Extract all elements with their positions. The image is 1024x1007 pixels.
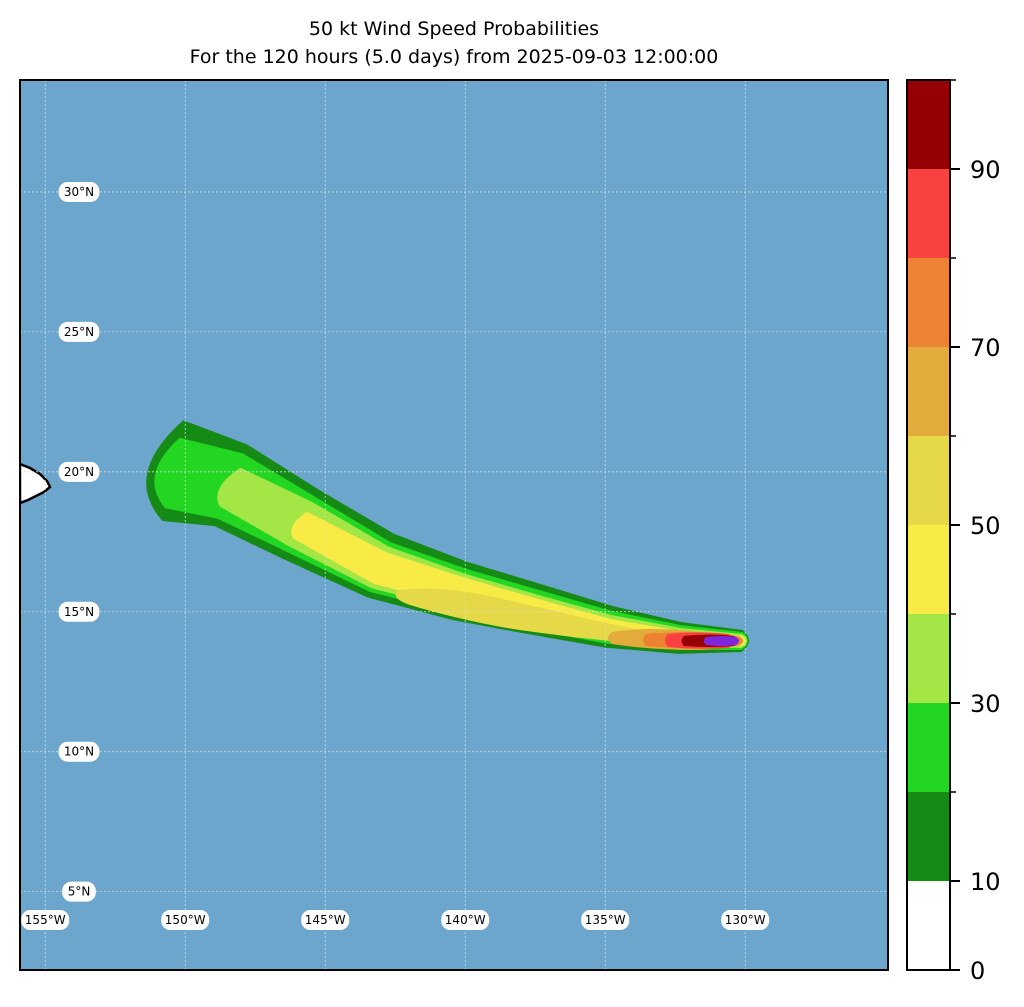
lon-label: 155°W (21, 910, 70, 930)
colorbar-bin-30 (907, 614, 950, 703)
colorbar-bin-20 (907, 703, 950, 792)
svg-text:145°W: 145°W (305, 913, 346, 927)
svg-text:135°W: 135°W (585, 913, 626, 927)
svg-text:20°N: 20°N (64, 465, 94, 479)
lat-label: 20°N (58, 461, 100, 482)
swath-band-0-10 (146, 420, 750, 654)
colorbar-tick-label: 90 (970, 156, 1001, 184)
colorbar-bin-0 (907, 881, 950, 970)
gridlines (20, 80, 888, 970)
lat-label: 10°N (58, 741, 100, 762)
colorbar-ticks: 0 10 30 50 70 90 (950, 79, 1001, 985)
hawaii-island (20, 462, 52, 505)
lat-label: 15°N (58, 601, 100, 622)
longitude-labels: 155°W 150°W 145°W 140°W 135°W 130°W (21, 910, 770, 930)
swath-band-10-20 (154, 437, 749, 650)
lon-label: 150°W (161, 910, 210, 930)
colorbar-bin-10 (907, 792, 950, 881)
svg-text:25°N: 25°N (64, 325, 94, 339)
colorbar-tick-label: 50 (970, 512, 1001, 540)
lat-label: 5°N (62, 881, 96, 902)
colorbar-tick-label: 30 (970, 690, 1001, 718)
probability-swath (146, 420, 750, 654)
colorbar-tick-label: 10 (970, 868, 1001, 896)
ocean-background (20, 80, 888, 970)
colorbar-bin-40 (907, 525, 950, 614)
colorbar-bin-70 (907, 258, 950, 347)
lon-label: 130°W (721, 910, 770, 930)
lon-label: 145°W (301, 910, 350, 930)
colorbar-tick-label: 70 (970, 334, 1001, 362)
latitude-labels: 5°N 10°N 15°N 20°N 25°N 30°N (58, 181, 100, 902)
colorbar-bin-90 (907, 80, 950, 169)
svg-text:140°W: 140°W (445, 913, 486, 927)
map-frame (19, 79, 889, 971)
svg-text:130°W: 130°W (725, 913, 766, 927)
colorbar-blocks (907, 80, 950, 970)
svg-text:30°N: 30°N (64, 185, 94, 199)
swath-band-90-100 (704, 636, 739, 646)
colorbar-bin-60 (907, 347, 950, 436)
colorbar-bin-50 (907, 436, 950, 525)
lat-label: 30°N (58, 181, 100, 202)
colorbar-tick-label: 0 (970, 957, 985, 985)
lat-label: 25°N (58, 321, 100, 342)
svg-text:15°N: 15°N (64, 605, 94, 619)
lon-label: 140°W (441, 910, 490, 930)
map-subtitle: For the 120 hours (5.0 days) from 2025-0… (189, 46, 719, 68)
svg-text:155°W: 155°W (25, 913, 66, 927)
colorbar-bin-80 (907, 169, 950, 258)
svg-text:150°W: 150°W (165, 913, 206, 927)
map-title: 50 kt Wind Speed Probabilities (308, 18, 600, 40)
svg-text:10°N: 10°N (64, 745, 94, 759)
svg-text:5°N: 5°N (68, 885, 91, 899)
lon-label: 135°W (581, 910, 630, 930)
